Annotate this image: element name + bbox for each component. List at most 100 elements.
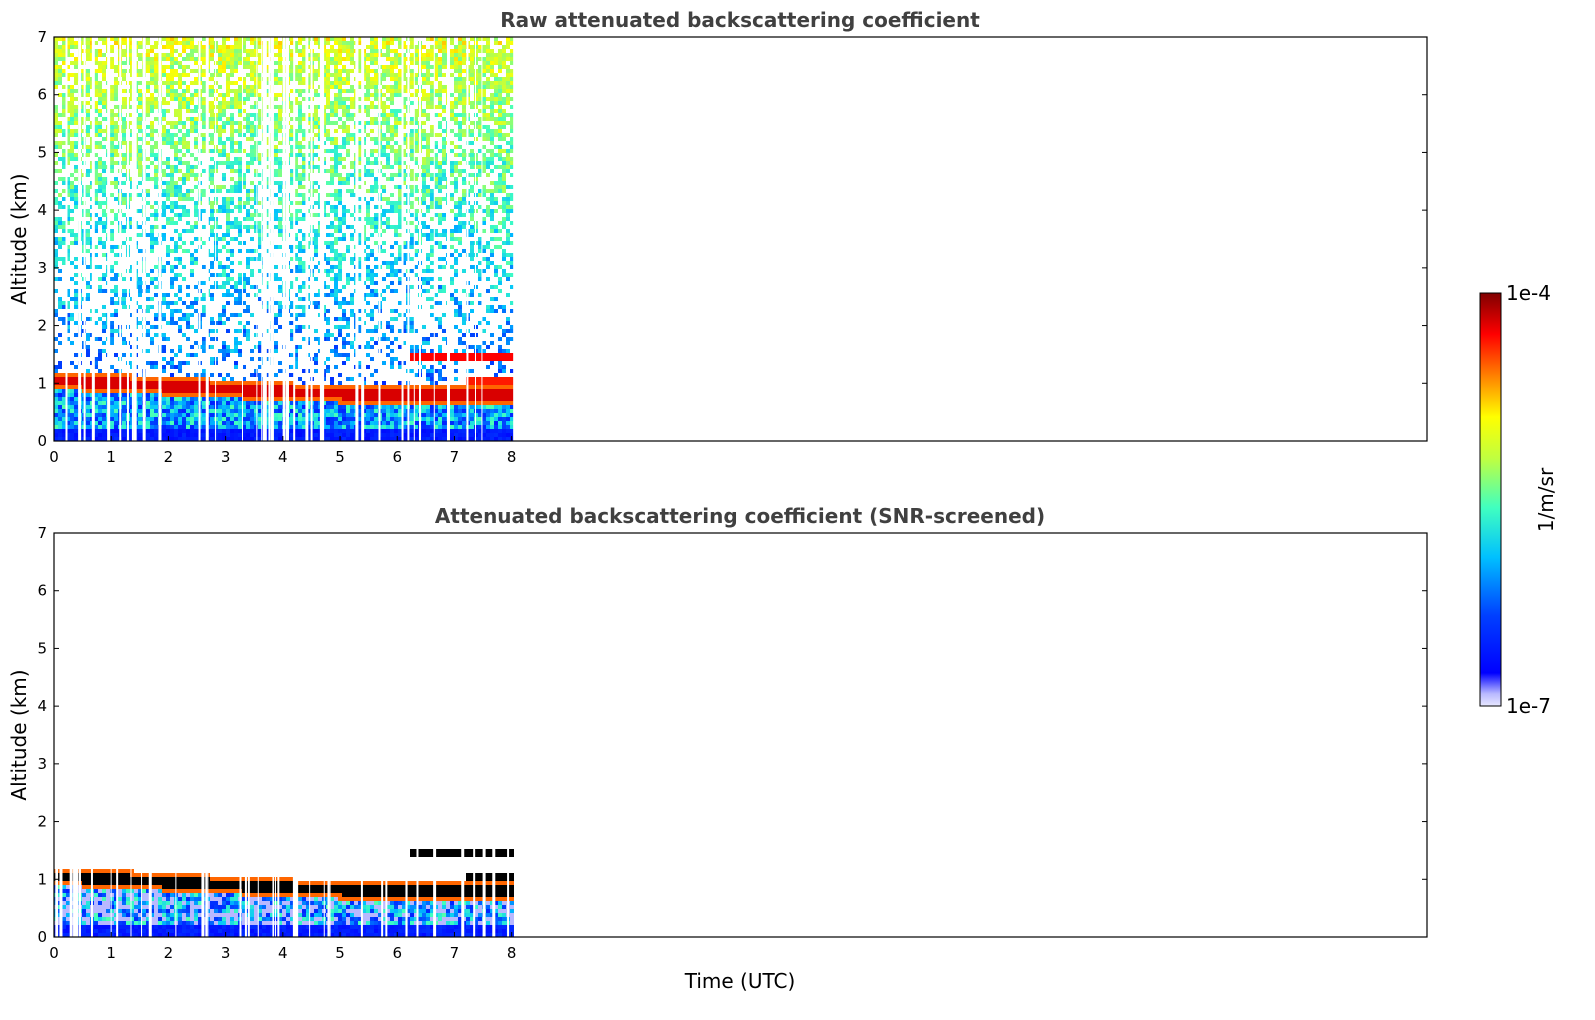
heatmap-cell bbox=[334, 145, 338, 149]
heatmap-cell bbox=[70, 409, 74, 413]
heatmap-cell bbox=[210, 73, 214, 77]
heatmap-cell bbox=[238, 57, 242, 61]
heatmap-cell bbox=[202, 37, 206, 41]
heatmap-cell bbox=[174, 37, 178, 41]
heatmap-cell bbox=[166, 161, 170, 165]
heatmap-cell bbox=[370, 405, 374, 409]
heatmap-cell bbox=[218, 393, 222, 397]
heatmap-cell bbox=[314, 93, 318, 97]
heatmap-cell bbox=[94, 129, 98, 133]
heatmap-cell bbox=[302, 201, 306, 205]
heatmap-cell bbox=[54, 389, 58, 393]
heatmap-cell bbox=[70, 361, 74, 365]
heatmap-cell bbox=[238, 85, 242, 89]
heatmap-cell bbox=[290, 437, 294, 441]
heatmap-cell bbox=[226, 405, 230, 409]
heatmap-cell bbox=[218, 349, 222, 353]
heatmap-cell bbox=[382, 261, 386, 265]
heatmap-cell bbox=[138, 429, 142, 433]
heatmap-cell bbox=[110, 297, 114, 301]
heatmap-cell bbox=[226, 429, 230, 433]
heatmap-cell bbox=[238, 225, 242, 229]
heatmap-cell bbox=[342, 209, 346, 213]
heatmap-cell bbox=[70, 149, 74, 153]
heatmap-cell bbox=[114, 329, 118, 333]
heatmap-cell bbox=[234, 81, 238, 85]
heatmap-cell bbox=[358, 109, 362, 113]
heatmap-cell bbox=[154, 173, 158, 177]
heatmap-cell bbox=[202, 429, 206, 433]
heatmap-cell bbox=[218, 185, 222, 189]
heatmap-cell bbox=[202, 141, 206, 145]
heatmap-cell bbox=[154, 129, 158, 133]
heatmap-cell bbox=[146, 437, 150, 441]
heatmap-cell bbox=[182, 377, 186, 381]
heatmap-cell bbox=[294, 233, 298, 237]
heatmap-cell bbox=[182, 425, 186, 429]
heatmap-cell bbox=[246, 421, 250, 425]
heatmap-cell bbox=[314, 397, 318, 401]
heatmap-cell bbox=[374, 89, 378, 93]
heatmap-cell bbox=[342, 253, 346, 257]
heatmap-cell bbox=[342, 417, 346, 421]
heatmap-cell bbox=[114, 137, 118, 141]
heatmap-cell bbox=[62, 53, 66, 57]
heatmap-cell bbox=[218, 209, 222, 213]
heatmap-cell bbox=[346, 429, 350, 433]
heatmap-cell bbox=[338, 413, 342, 417]
heatmap-cell bbox=[370, 77, 374, 81]
heatmap-cell bbox=[186, 313, 190, 317]
heatmap-cell bbox=[258, 109, 262, 113]
heatmap-cell bbox=[294, 41, 298, 45]
heatmap-cell bbox=[58, 221, 62, 225]
heatmap-cell bbox=[346, 433, 350, 437]
heatmap-cell bbox=[122, 433, 126, 437]
heatmap-cell bbox=[382, 105, 386, 109]
heatmap-cell bbox=[182, 93, 186, 97]
heatmap-cell bbox=[370, 49, 374, 53]
heatmap-cell bbox=[338, 257, 342, 261]
heatmap-cell bbox=[218, 433, 222, 437]
heatmap-cell bbox=[302, 297, 306, 301]
heatmap-cell bbox=[218, 85, 222, 89]
heatmap-cell bbox=[222, 53, 226, 57]
heatmap-cell bbox=[274, 113, 278, 117]
heatmap-cell bbox=[150, 385, 154, 389]
heatmap-cell bbox=[374, 185, 378, 189]
heatmap-cell bbox=[182, 205, 186, 209]
heatmap-cell bbox=[190, 97, 194, 101]
heatmap-cell bbox=[298, 393, 302, 397]
heatmap-cell bbox=[202, 341, 206, 345]
heatmap-cell bbox=[266, 45, 270, 49]
heatmap-cell bbox=[222, 409, 226, 413]
heatmap-cell bbox=[226, 225, 230, 229]
heatmap-cell bbox=[66, 129, 70, 133]
heatmap-cell bbox=[66, 157, 70, 161]
heatmap-cell bbox=[202, 313, 206, 317]
heatmap-cell bbox=[186, 425, 190, 429]
heatmap-cell bbox=[334, 213, 338, 217]
heatmap-cell bbox=[138, 169, 142, 173]
heatmap-cell bbox=[150, 425, 154, 429]
heatmap-cell bbox=[74, 45, 78, 49]
heatmap-cell bbox=[238, 205, 242, 209]
heatmap-cell bbox=[210, 125, 214, 129]
heatmap-cell bbox=[350, 397, 354, 401]
heatmap-cell bbox=[250, 433, 254, 437]
heatmap-cell bbox=[238, 401, 242, 405]
heatmap-cell bbox=[302, 237, 306, 241]
heatmap-cell bbox=[330, 429, 334, 433]
heatmap-cell bbox=[346, 109, 350, 113]
heatmap-cell bbox=[302, 337, 306, 341]
heatmap-cell bbox=[258, 377, 262, 381]
heatmap-cell bbox=[314, 53, 318, 57]
heatmap-cell bbox=[66, 389, 70, 393]
heatmap-cell bbox=[146, 49, 150, 53]
heatmap-cell bbox=[326, 41, 330, 45]
heatmap-cell bbox=[254, 417, 258, 421]
heatmap-cell bbox=[294, 237, 298, 241]
heatmap-cell bbox=[114, 369, 118, 373]
heatmap-cell bbox=[70, 277, 74, 281]
heatmap-cell bbox=[166, 109, 170, 113]
heatmap-cell bbox=[294, 425, 298, 429]
